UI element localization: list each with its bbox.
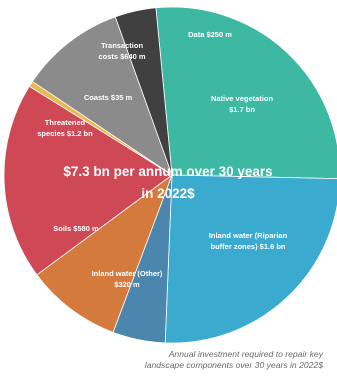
- pie-slice-4: [3, 85, 173, 276]
- center-text-line-1: $7.3 bn per annum over 30 years: [63, 164, 272, 179]
- slice-label-2: Inland water (Other) $320 m: [92, 269, 163, 289]
- center-text-line-2: in 2022$: [141, 186, 195, 201]
- slice-label-6: Transaction costs $640 m: [98, 41, 145, 61]
- caption-line-2: landscape components over 30 years in 20…: [144, 360, 323, 370]
- slice-label-5: Coasts $35 m: [84, 93, 133, 102]
- pie-slice-3: [36, 173, 173, 333]
- slice-label-0: Native vegetation $1.7 bn: [211, 94, 274, 114]
- center-annotation: $7.3 bn per annum over 30 years in 2022$: [63, 164, 272, 201]
- slice-label-3: Soils $580 m: [53, 224, 99, 233]
- chart-caption: Annual investment required to repair key…: [23, 349, 323, 371]
- pie-slice-0: [155, 6, 337, 180]
- pie-slice-6: [31, 16, 173, 177]
- slice-label-1: Inland water (Riparian buffer zones) $1.6…: [209, 231, 288, 251]
- slice-labels: Native vegetation $1.7 bn Inland water (Ri…: [37, 30, 287, 289]
- slice-label-7: Data $250 m: [188, 30, 232, 39]
- slice-label-4: Threatened species $1.2 bn: [37, 118, 93, 138]
- caption-line-1: Annual investment required to repair key: [168, 349, 323, 359]
- pie-slices: [3, 6, 337, 344]
- pie-slice-7: [114, 7, 173, 176]
